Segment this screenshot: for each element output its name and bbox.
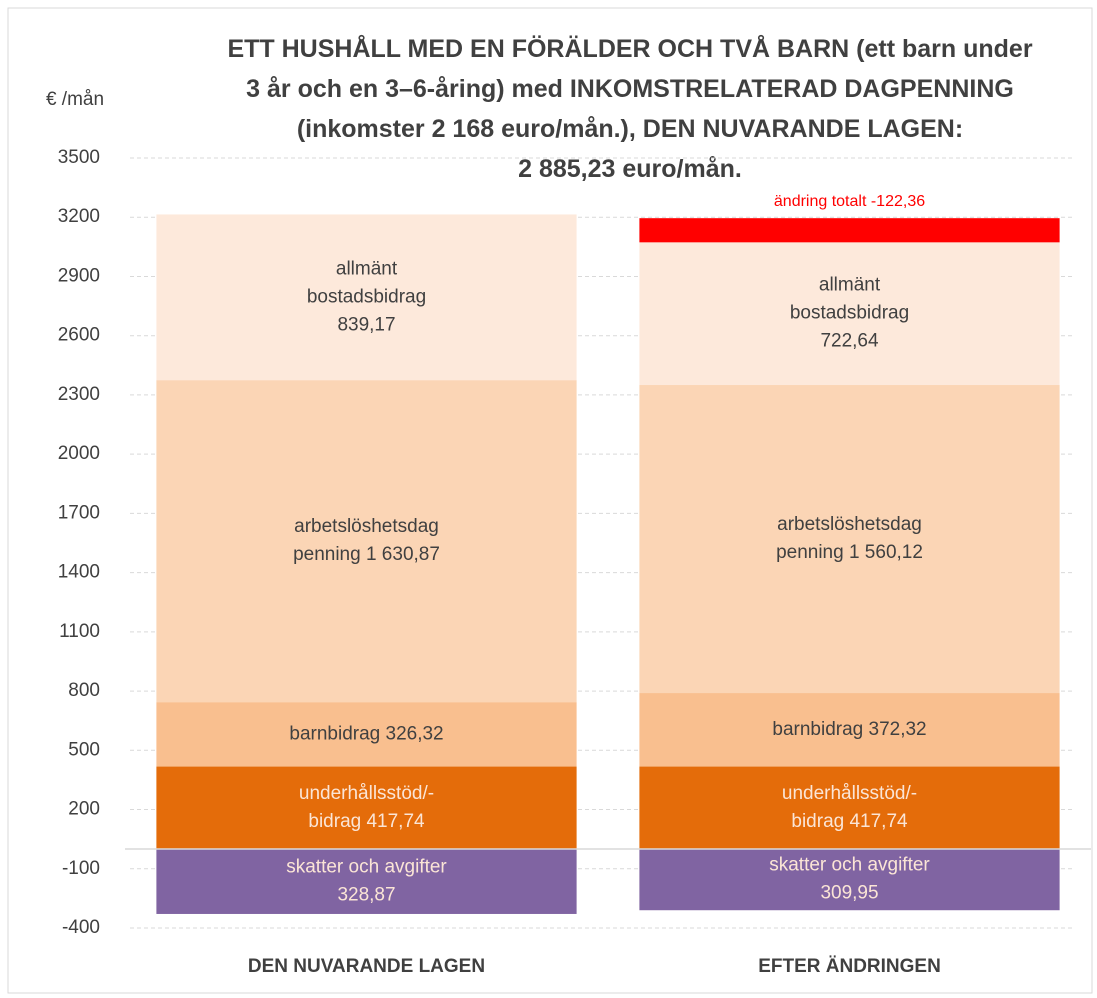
data-label: underhållsstöd/-bidrag 417,74	[782, 783, 917, 832]
y-tick-label: 2000	[58, 443, 100, 464]
y-tick-label: 500	[68, 739, 100, 760]
bar-segment	[156, 702, 577, 767]
data-label: arbetslöshetsdag penning 1 630,87	[293, 516, 440, 565]
data-label: allmänt bostadsbidrag 722,64	[790, 275, 909, 352]
bar-segment	[639, 218, 1060, 243]
x-tick-label: DEN NUVARANDE LAGEN	[248, 956, 485, 977]
bar-segment	[639, 693, 1060, 767]
y-tick-label: 3200	[58, 206, 100, 227]
y-tick-label: 200	[68, 799, 100, 820]
data-label: arbetslöshetsdag penning 1 560,12	[776, 514, 923, 563]
y-tick-label: 1700	[58, 502, 100, 523]
bar-segment	[156, 766, 577, 850]
y-tick-label: -400	[62, 917, 100, 938]
data-label: allmänt bostadsbidrag 839,17	[307, 258, 426, 335]
data-label: barnbidrag 326,32	[289, 723, 443, 744]
y-tick-label: 3500	[58, 147, 100, 168]
bar-segment	[639, 766, 1060, 850]
chart-title: ETT HUSHÅLL MED EN FÖRÄLDER OCH TVÅ BARN…	[227, 34, 1032, 183]
y-tick-label: 2300	[58, 384, 100, 405]
data-label: barnbidrag 372,32	[772, 719, 926, 740]
y-tick-label: 800	[68, 680, 100, 701]
x-tick-label: EFTER ÄNDRINGEN	[758, 956, 941, 977]
bar-segment	[639, 242, 1060, 386]
y-tick-label: 2600	[58, 325, 100, 346]
bar-segment	[156, 849, 577, 914]
data-label: skatter och avgifter 309,95	[769, 855, 930, 904]
y-tick-label: -100	[62, 858, 100, 879]
data-label: underhållsstöd/-bidrag 417,74	[299, 783, 434, 832]
y-tick-label: 2900	[58, 265, 100, 286]
y-axis-label: € /mån	[46, 89, 104, 110]
bar-segment	[156, 214, 577, 381]
y-tick-label: 1400	[58, 562, 100, 583]
bar-segment	[639, 385, 1060, 694]
bar-segment	[639, 849, 1060, 911]
y-tick-label: 1100	[59, 621, 100, 642]
data-label: skatter och avgifter 328,87	[286, 857, 447, 906]
data-label: ändring totalt -122,36	[774, 193, 925, 210]
bar-segment	[156, 380, 577, 703]
